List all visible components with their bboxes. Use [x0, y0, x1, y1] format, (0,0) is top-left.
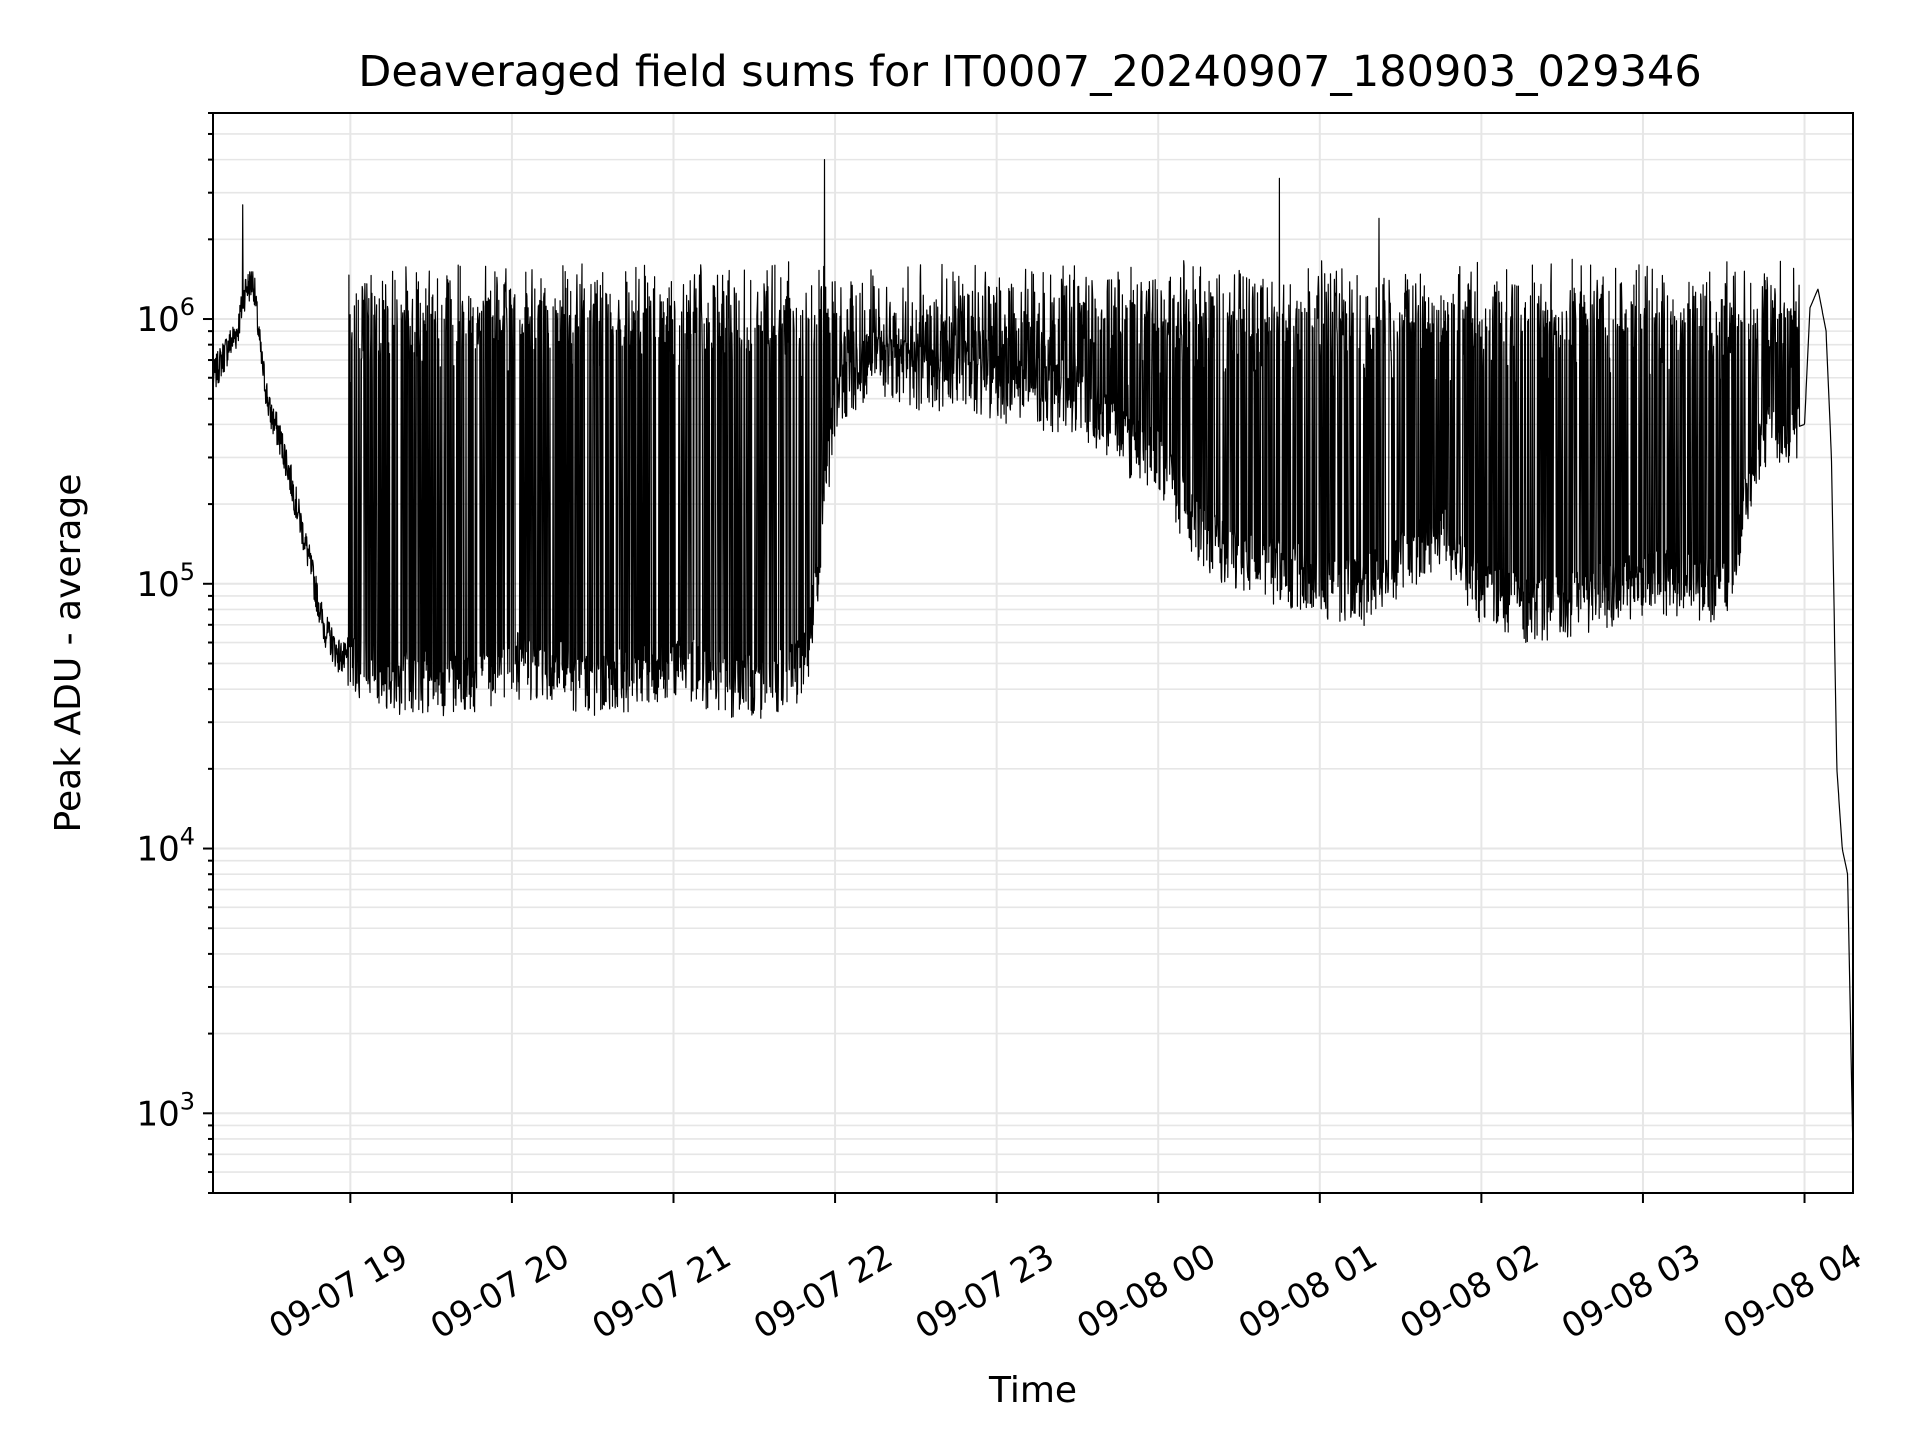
y-tick-label: 104 [136, 823, 195, 870]
series-line [212, 159, 1854, 1155]
y-axis: 103 104 105 106 [136, 112, 213, 1194]
plot-frame [212, 112, 1854, 1194]
y-tick-label: 106 [136, 293, 195, 340]
y-axis-label: Peak ADU - average [48, 474, 89, 833]
data-layer [212, 159, 1854, 1155]
y-tick-label: 105 [136, 558, 195, 605]
x-axis-label: Time [988, 1370, 1077, 1411]
y-tick-label: 103 [136, 1087, 195, 1134]
chart-title: Deaveraged field sums for IT0007_2024090… [358, 47, 1701, 97]
